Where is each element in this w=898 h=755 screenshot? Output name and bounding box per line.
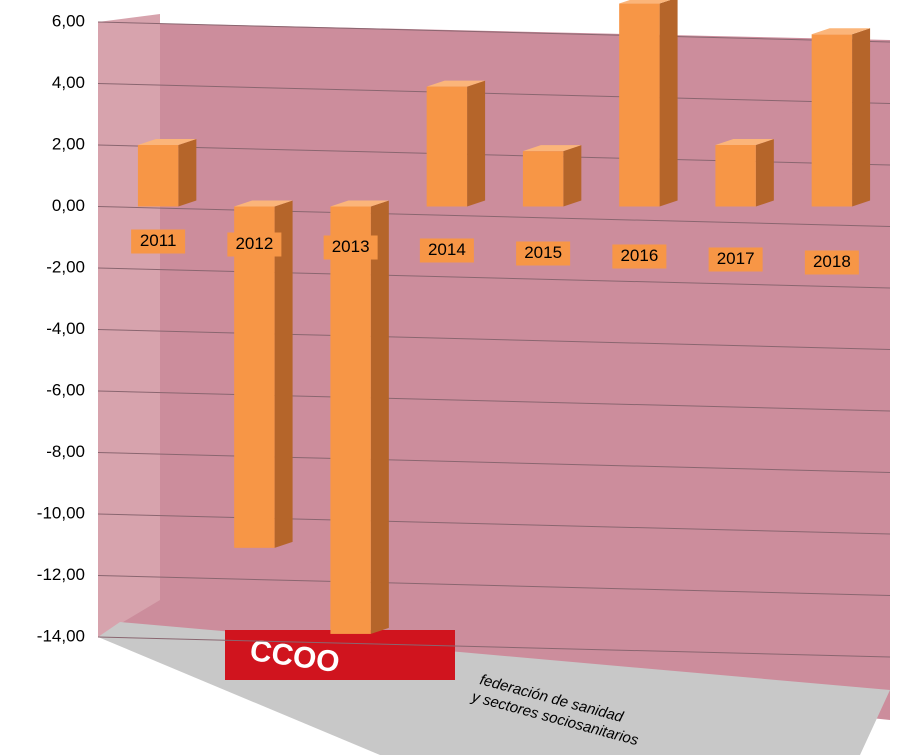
bar — [330, 206, 371, 634]
bar-side — [755, 139, 774, 207]
label-bg — [227, 232, 282, 257]
grid-line — [97, 390, 891, 412]
bar — [426, 86, 468, 207]
grid-line — [97, 267, 891, 289]
x-tick-label: 2014 — [428, 240, 466, 259]
grid-line — [97, 452, 891, 473]
grid-line — [97, 83, 891, 104]
y-tick-label: -2,00 — [46, 257, 85, 276]
bar — [234, 206, 275, 548]
y-tick-label: 0,00 — [52, 196, 85, 215]
bar-top — [137, 139, 197, 145]
bar-side — [467, 80, 486, 207]
bar — [619, 3, 660, 207]
label-bg — [131, 229, 186, 254]
x-tick-label: 2012 — [235, 234, 273, 253]
grid-line — [97, 636, 891, 658]
bar-top — [811, 28, 871, 35]
label-bg — [612, 244, 667, 269]
x-tick-label: 2017 — [717, 249, 755, 268]
y-tick-label: -10,00 — [37, 503, 85, 522]
x-tick-label: 2015 — [524, 243, 562, 262]
bar-top — [234, 200, 293, 207]
bar-top — [330, 200, 389, 207]
label-bg — [323, 235, 378, 260]
logo-box — [225, 630, 455, 680]
label-bg — [708, 247, 763, 272]
bar-side — [370, 200, 389, 634]
bar — [715, 145, 756, 207]
side-wall — [98, 14, 160, 637]
y-tick-label: 2,00 — [52, 134, 85, 153]
bar-top — [619, 0, 671, 4]
grid-line — [97, 575, 891, 596]
y-tick-label: 4,00 — [52, 73, 85, 92]
bar-side — [274, 200, 293, 548]
y-tick-label: -8,00 — [46, 442, 85, 461]
y-tick-label: -6,00 — [46, 380, 85, 399]
x-tick-label: 2016 — [620, 246, 658, 265]
label-bg — [516, 241, 571, 266]
grid-line — [97, 329, 891, 350]
grid-line — [97, 513, 891, 535]
bar — [811, 34, 853, 207]
y-tick-label: -14,00 — [37, 626, 85, 645]
x-tick-label: 2018 — [813, 252, 851, 271]
grid-line — [97, 206, 891, 227]
bar-top — [426, 80, 486, 87]
bar-side — [852, 28, 871, 207]
y-tick-label: -4,00 — [46, 319, 85, 338]
y-tick-label: 6,00 — [52, 11, 85, 30]
bar-top — [522, 145, 582, 152]
grid-line — [97, 21, 891, 43]
bar-side — [659, 0, 678, 207]
x-tick-label: 2013 — [332, 237, 370, 256]
y-tick-label: -12,00 — [37, 565, 85, 584]
back-wall — [98, 22, 890, 720]
x-tick-label: 2011 — [140, 231, 177, 250]
bar-top — [715, 139, 774, 145]
label-bg — [419, 238, 474, 263]
bar — [522, 151, 564, 207]
label-bg — [804, 250, 859, 275]
bar-side — [178, 139, 197, 207]
bar — [137, 145, 179, 207]
bar-side — [563, 145, 582, 207]
